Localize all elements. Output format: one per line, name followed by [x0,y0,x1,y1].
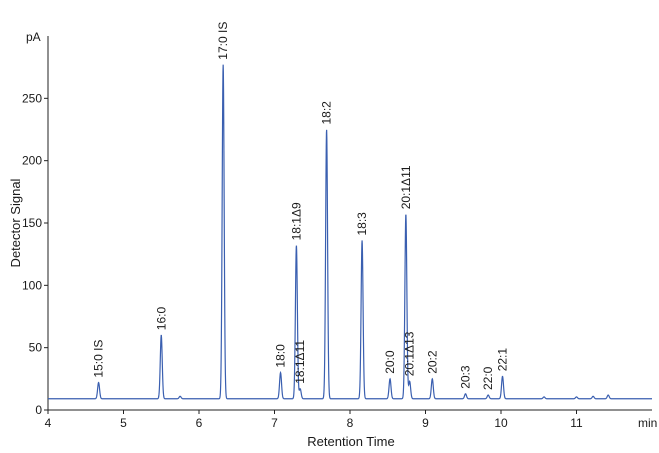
peak-label: 18:1Δ11 [293,340,307,384]
peak-label: 17:0 IS [216,22,230,60]
x-tick-label: 10 [494,416,508,430]
peak-label: 22:0 [481,366,495,390]
peak-label: 20:1Δ11 [399,165,413,209]
peak-label: 18:3 [355,212,369,236]
peak-label: 18:2 [320,101,334,125]
x-tick-label: 11 [570,416,583,430]
peak-label: 20:3 [459,365,473,389]
x-tick-label: 7 [271,416,278,430]
x-tick-label: 5 [120,416,127,430]
chromatogram-trace [48,64,652,400]
x-tick-label: 8 [347,416,354,430]
x-tick-label: 6 [196,416,203,430]
y-tick-label: 50 [29,341,43,355]
peak-label: 20:0 [383,350,397,374]
y-axis-title: Detector Signal [8,178,23,267]
peak-label: 16:0 [154,307,168,331]
y-tick-label: 150 [22,216,42,230]
x-axis-title: Retention Time [307,434,394,449]
y-ticks: 0 50 100 150 200 250 [22,91,48,417]
y-tick-label: 0 [35,403,42,417]
axes [47,36,652,411]
peak-label: 20:2 [425,350,439,374]
peak-label: 18:0 [274,344,288,368]
y-unit-label: pA [26,30,41,44]
x-tick-label: 9 [422,416,429,430]
y-tick-label: 250 [22,91,42,105]
peak-label: 20:1Δ13 [403,331,417,376]
peak-labels: 15:0 IS 16:0 17:0 IS 18:0 18:1Δ9 18:1Δ11 18:2 1… [92,22,510,390]
x-ticks: 4 5 6 7 8 9 10 11 [45,410,583,430]
y-tick-label: 100 [22,278,42,292]
x-tick-label: 4 [45,416,52,430]
x-unit-label: min [638,416,657,430]
peak-label: 18:1Δ9 [289,202,303,240]
peak-label: 15:0 IS [92,340,106,378]
y-tick-label: 200 [22,154,42,168]
peak-label: 22:1 [496,348,510,372]
